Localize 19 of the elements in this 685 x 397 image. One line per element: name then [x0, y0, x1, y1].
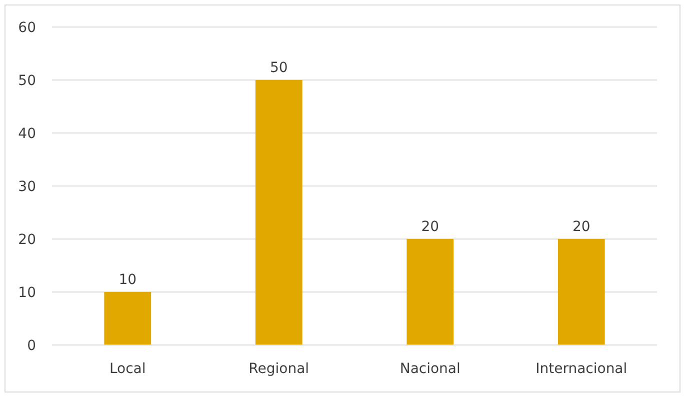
x-tick-label: Nacional	[400, 361, 460, 377]
y-tick-label: 0	[27, 338, 36, 354]
data-label: 50	[270, 60, 288, 76]
data-label: 20	[572, 219, 590, 235]
y-tick-label: 50	[18, 72, 36, 89]
bar	[104, 292, 152, 345]
data-label: 10	[118, 272, 137, 288]
y-tick-label: 20	[18, 232, 36, 248]
bar	[406, 239, 454, 345]
y-tick-label: 40	[18, 126, 36, 142]
y-tick-label: 60	[18, 20, 36, 36]
bar	[255, 80, 302, 345]
x-tick-label: Regional	[248, 361, 310, 377]
bar	[558, 239, 605, 345]
x-tick-label: Local	[109, 361, 146, 377]
x-tick-label: Internacional	[536, 361, 628, 377]
y-tick-label: 10	[18, 284, 36, 301]
y-tick-label: 30	[18, 178, 36, 195]
data-label: 20	[421, 219, 440, 235]
